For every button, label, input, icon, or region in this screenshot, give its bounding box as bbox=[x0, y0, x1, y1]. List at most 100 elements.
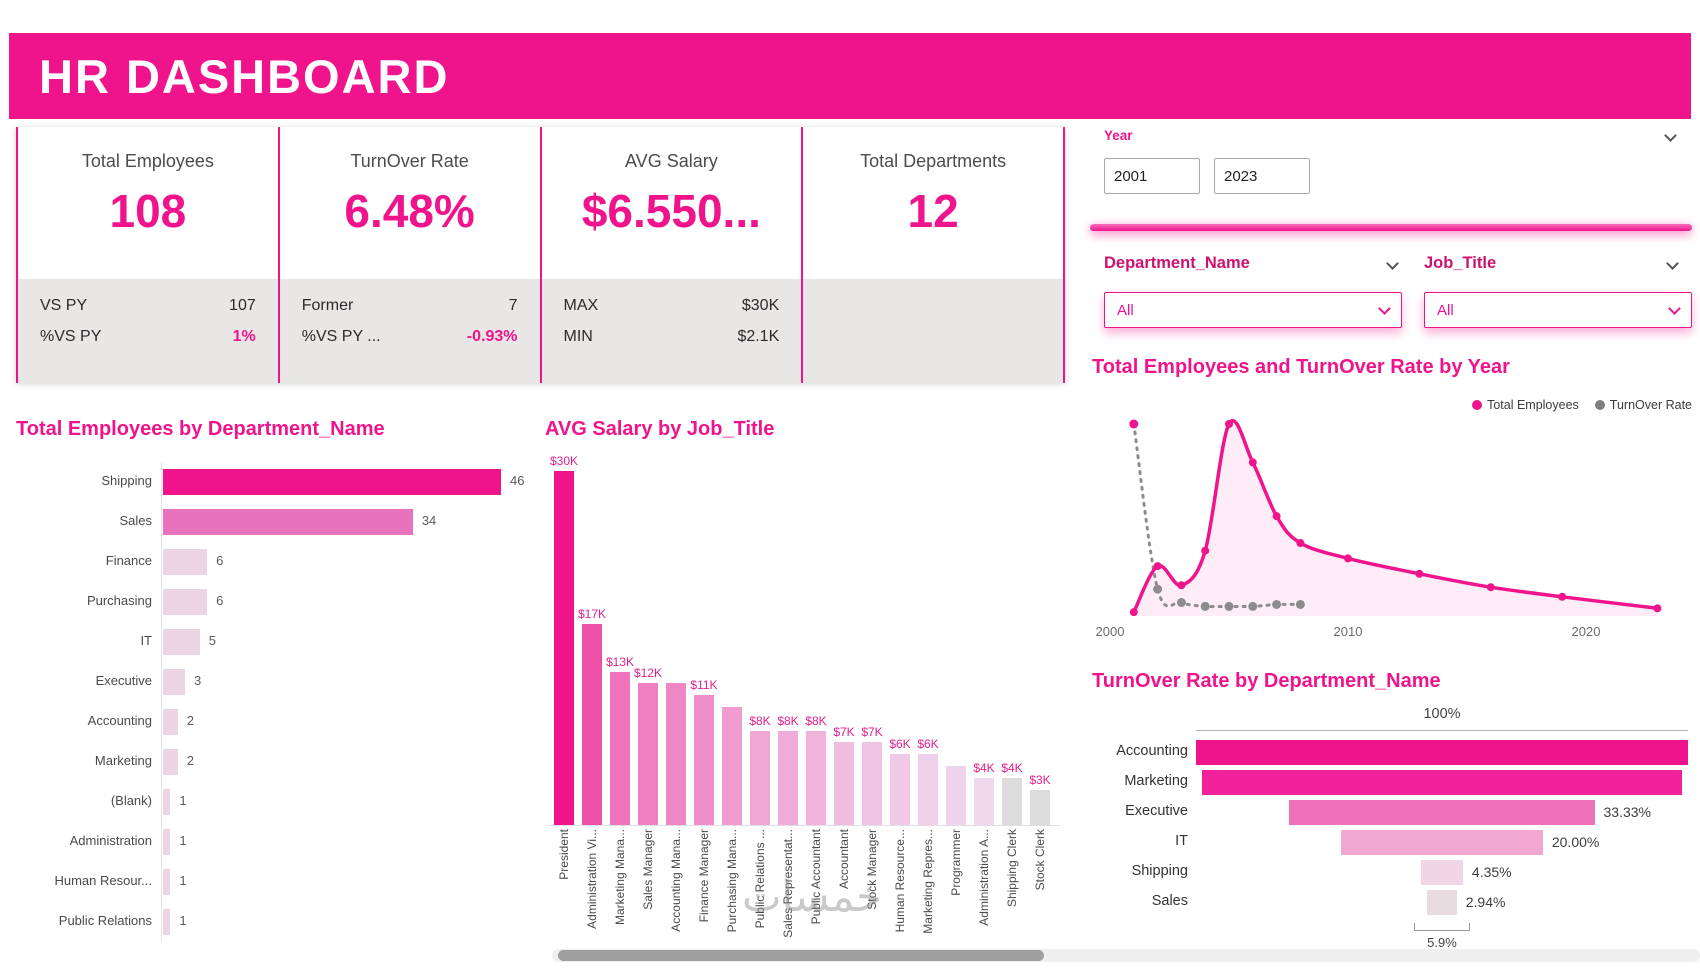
data-point[interactable] bbox=[1129, 419, 1139, 429]
x-tick-label: 2010 bbox=[1334, 624, 1363, 639]
bar[interactable] bbox=[722, 707, 742, 825]
category-label: Sales bbox=[1151, 893, 1188, 909]
data-point[interactable] bbox=[1201, 546, 1210, 555]
data-point[interactable] bbox=[1653, 604, 1662, 613]
bar[interactable] bbox=[806, 730, 826, 825]
dept-axis-line bbox=[161, 462, 162, 942]
bar[interactable] bbox=[918, 754, 938, 825]
funnel-bar[interactable] bbox=[1196, 740, 1688, 765]
bar-value-label: $3K bbox=[1029, 772, 1051, 787]
bar-value-label: $4K bbox=[973, 760, 995, 775]
kpi-card-turnover-rate: TurnOver Rate 6.48% Former 7 %VS PY ... -0… bbox=[277, 127, 540, 383]
kpi-row-label: MAX bbox=[563, 297, 599, 314]
year-from-input[interactable] bbox=[1104, 158, 1200, 194]
bar[interactable] bbox=[666, 683, 686, 825]
bar[interactable] bbox=[163, 629, 200, 655]
bar[interactable] bbox=[890, 754, 910, 825]
funnel-bar[interactable] bbox=[1421, 860, 1463, 885]
bar[interactable] bbox=[163, 469, 501, 495]
legend-dot-icon bbox=[1594, 400, 1605, 410]
data-point[interactable] bbox=[1129, 608, 1138, 617]
department-filter-dropdown[interactable]: All bbox=[1104, 292, 1402, 328]
kpi-row-value: 7 bbox=[508, 297, 518, 314]
kpi-row-label: VS PY bbox=[40, 297, 88, 314]
year-slicer-chevron-icon[interactable] bbox=[1664, 129, 1677, 142]
year-to-input[interactable] bbox=[1214, 158, 1310, 194]
data-point[interactable] bbox=[1295, 599, 1305, 609]
job-title-filter-dropdown[interactable]: All bbox=[1424, 292, 1692, 328]
legend-turnover-rate[interactable]: TurnOver Rate bbox=[1594, 398, 1692, 412]
bar-value-label: $8K bbox=[777, 713, 799, 728]
watermark: خمسات bbox=[742, 873, 883, 920]
data-point[interactable] bbox=[1415, 569, 1424, 578]
chevron-down-icon bbox=[1668, 301, 1681, 315]
bar[interactable] bbox=[582, 624, 602, 825]
job-title-filter-label: Job_Title bbox=[1424, 254, 1497, 272]
bar-value-label: 46 bbox=[510, 473, 525, 488]
bar[interactable] bbox=[163, 709, 178, 735]
funnel-bar[interactable] bbox=[1341, 830, 1543, 855]
bar[interactable] bbox=[1030, 789, 1050, 825]
bar[interactable] bbox=[554, 471, 574, 825]
category-label: Executive bbox=[95, 673, 152, 688]
horizontal-scrollbar-thumb[interactable] bbox=[558, 950, 1044, 961]
category-label: IT bbox=[1175, 833, 1188, 849]
bar[interactable] bbox=[163, 549, 208, 575]
data-point[interactable] bbox=[1153, 584, 1163, 594]
bar[interactable] bbox=[163, 789, 171, 815]
bar[interactable] bbox=[834, 742, 854, 825]
data-point[interactable] bbox=[1486, 583, 1495, 592]
data-point[interactable] bbox=[1248, 601, 1258, 611]
bar[interactable] bbox=[610, 671, 630, 825]
bar[interactable] bbox=[974, 777, 994, 825]
data-point[interactable] bbox=[1248, 458, 1257, 467]
bar-value-label: $13K bbox=[605, 654, 635, 669]
line-chart-svg: 2000 2010 2020 bbox=[1096, 419, 1662, 639]
funnel-bar[interactable] bbox=[1427, 890, 1457, 915]
bar[interactable] bbox=[163, 829, 171, 855]
kpi-value: 108 bbox=[109, 185, 187, 237]
funnel-value-label: 4.35% bbox=[1471, 864, 1512, 880]
bar[interactable] bbox=[778, 730, 798, 825]
bar[interactable] bbox=[163, 589, 208, 615]
kpi-title: Total Departments bbox=[860, 151, 1007, 171]
kpi-row-label: %VS PY ... bbox=[301, 328, 381, 345]
data-point[interactable] bbox=[1176, 598, 1186, 608]
kpi-footer: Former 7 %VS PY ... -0.93% bbox=[279, 279, 540, 383]
data-point[interactable] bbox=[1272, 599, 1282, 609]
data-point[interactable] bbox=[1344, 554, 1352, 563]
data-point[interactable] bbox=[1225, 420, 1233, 428]
bar[interactable] bbox=[163, 909, 171, 935]
category-label: Administration Vi... bbox=[585, 829, 599, 929]
year-line-chart: 2000 2010 2020 bbox=[1092, 412, 1692, 644]
category-label: Finance Manager bbox=[697, 829, 711, 923]
data-point[interactable] bbox=[1296, 539, 1305, 548]
bar[interactable] bbox=[163, 509, 413, 535]
bar[interactable] bbox=[862, 742, 882, 825]
bar[interactable] bbox=[750, 730, 770, 825]
data-point[interactable] bbox=[1558, 592, 1567, 601]
bar[interactable] bbox=[1002, 777, 1022, 825]
bar-value-label: 1 bbox=[179, 833, 187, 848]
funnel-bar[interactable] bbox=[1289, 800, 1595, 825]
funnel-bar[interactable] bbox=[1202, 770, 1682, 795]
data-point[interactable] bbox=[1200, 601, 1210, 611]
bar[interactable] bbox=[946, 766, 966, 825]
category-label: Shipping bbox=[1131, 863, 1188, 879]
data-point[interactable] bbox=[1272, 512, 1281, 521]
bar[interactable] bbox=[163, 669, 186, 695]
data-point[interactable] bbox=[1177, 581, 1186, 590]
job-title-header-chevron-icon[interactable] bbox=[1666, 257, 1679, 270]
bar[interactable] bbox=[694, 695, 714, 825]
data-point[interactable] bbox=[1153, 562, 1162, 571]
bar-value-label: 2 bbox=[186, 713, 194, 728]
bar[interactable] bbox=[638, 683, 658, 825]
bar[interactable] bbox=[163, 869, 171, 895]
department-header-chevron-icon[interactable] bbox=[1386, 257, 1399, 270]
legend-total-employees[interactable]: Total Employees bbox=[1472, 398, 1579, 412]
category-label: Marketing bbox=[94, 753, 152, 768]
kpi-footer: VS PY 107 %VS PY 1% bbox=[18, 279, 278, 383]
bar[interactable] bbox=[163, 749, 178, 775]
data-point[interactable] bbox=[1224, 601, 1234, 611]
bar-value-label: $11K bbox=[690, 678, 718, 693]
